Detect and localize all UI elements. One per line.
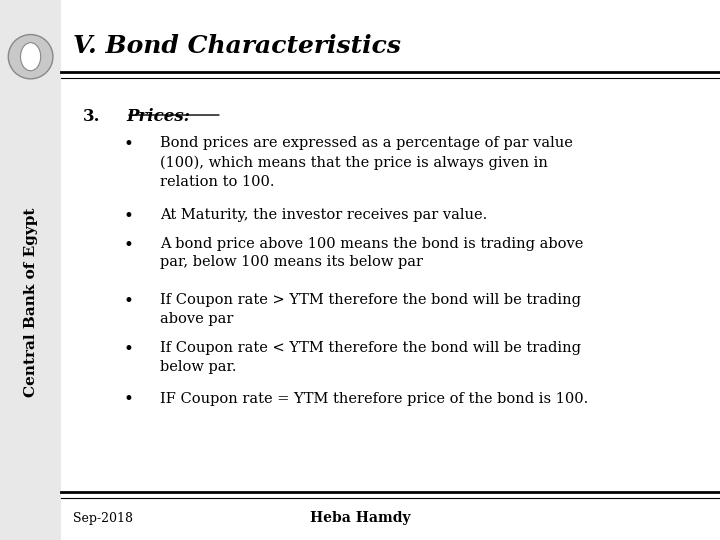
Text: Bond prices are expressed as a percentage of par value
(100), which means that t: Bond prices are expressed as a percentag… [160, 136, 572, 188]
Ellipse shape [9, 35, 53, 79]
Text: Prices:: Prices: [126, 108, 190, 125]
Text: Sep-2018: Sep-2018 [73, 512, 133, 525]
Text: •: • [123, 136, 133, 153]
Text: •: • [123, 293, 133, 309]
Text: V. Bond Characteristics: V. Bond Characteristics [73, 34, 402, 58]
Text: •: • [123, 237, 133, 253]
Text: 3.: 3. [83, 108, 100, 125]
Text: •: • [123, 208, 133, 225]
Ellipse shape [21, 43, 40, 71]
Text: Central Bank of Egypt: Central Bank of Egypt [24, 208, 37, 397]
Text: If Coupon rate < YTM therefore the bond will be trading
below par.: If Coupon rate < YTM therefore the bond … [160, 341, 581, 374]
Text: A bond price above 100 means the bond is trading above
par, below 100 means its : A bond price above 100 means the bond is… [160, 237, 583, 269]
Text: At Maturity, the investor receives par value.: At Maturity, the investor receives par v… [160, 208, 487, 222]
Text: •: • [123, 341, 133, 358]
Bar [0, 0, 61, 540]
Text: IF Coupon rate = YTM therefore price of the bond is 100.: IF Coupon rate = YTM therefore price of … [160, 392, 588, 406]
Text: Heba Hamdy: Heba Hamdy [310, 511, 410, 525]
Text: If Coupon rate > YTM therefore the bond will be trading
above par: If Coupon rate > YTM therefore the bond … [160, 293, 581, 326]
Text: •: • [123, 392, 133, 408]
